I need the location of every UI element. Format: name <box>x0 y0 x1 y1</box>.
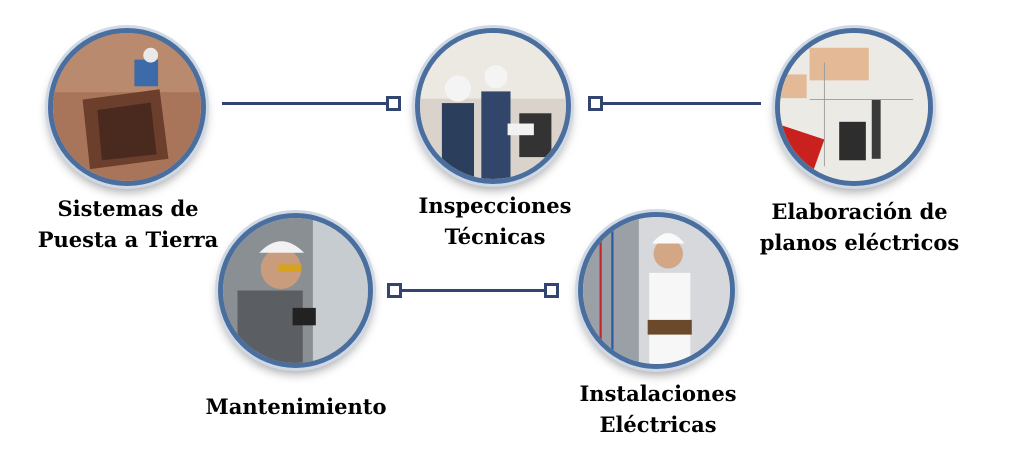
connector-line-3 <box>402 289 544 292</box>
connector-line-1 <box>222 102 387 105</box>
photo-electrician-installation <box>578 212 735 369</box>
photo-inspection-team <box>415 28 571 184</box>
photo-electrical-plans <box>775 28 933 186</box>
connector-square <box>544 283 559 298</box>
connector-square <box>387 283 402 298</box>
label-instalaciones: Instalaciones Eléctricas <box>579 381 737 437</box>
photo-maintenance-worker <box>218 213 373 368</box>
label-sistemas: Sistemas de Puesta a Tierra <box>37 196 219 252</box>
label-mantenimiento: Mantenimiento <box>205 394 387 419</box>
connector-line-2 <box>603 102 761 105</box>
connector-square <box>588 96 603 111</box>
connector-square <box>386 96 401 111</box>
label-inspecciones: Inspecciones Técnicas <box>418 193 572 249</box>
label-elaboracion: Elaboración de planos eléctricos <box>759 199 960 255</box>
photo-grounding-pit <box>48 28 206 186</box>
